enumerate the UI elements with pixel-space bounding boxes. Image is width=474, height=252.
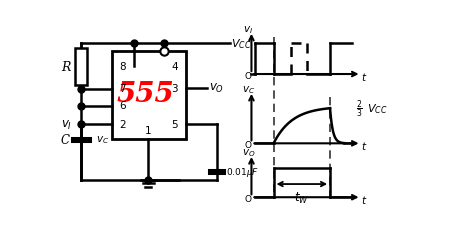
- Text: 555: 555: [116, 81, 174, 108]
- Text: $v_O$: $v_O$: [209, 82, 224, 95]
- Text: 2: 2: [119, 120, 126, 130]
- Text: 4: 4: [172, 62, 178, 72]
- Text: 8: 8: [119, 62, 126, 72]
- Text: $\frac{2}{3}$: $\frac{2}{3}$: [356, 98, 363, 119]
- Text: 1: 1: [145, 126, 152, 136]
- Text: $t_W$: $t_W$: [294, 190, 310, 205]
- Text: C: C: [61, 134, 70, 146]
- Text: $v_I$: $v_I$: [62, 118, 73, 131]
- Text: 3: 3: [172, 84, 178, 93]
- Text: O: O: [244, 141, 251, 150]
- Text: 6: 6: [119, 100, 126, 110]
- Text: $v_O$: $v_O$: [242, 147, 255, 159]
- Text: R: R: [61, 60, 70, 74]
- Text: $0.01\mu F$: $0.01\mu F$: [226, 166, 259, 179]
- Text: O: O: [244, 72, 251, 81]
- Text: 5: 5: [172, 120, 178, 130]
- Text: $t$: $t$: [361, 193, 368, 205]
- Text: $v_C$: $v_C$: [242, 84, 255, 96]
- Text: 7: 7: [119, 84, 126, 93]
- Text: O: O: [244, 195, 251, 203]
- Text: $t$: $t$: [361, 70, 368, 82]
- Bar: [75, 49, 87, 85]
- Text: $v_I$: $v_I$: [243, 24, 254, 36]
- Text: $V_{CC}$: $V_{CC}$: [231, 37, 252, 51]
- Text: $t$: $t$: [361, 139, 368, 151]
- Text: $V_{CC}$: $V_{CC}$: [367, 102, 387, 116]
- Text: $v_C$: $v_C$: [96, 134, 109, 146]
- Bar: [112, 52, 186, 140]
